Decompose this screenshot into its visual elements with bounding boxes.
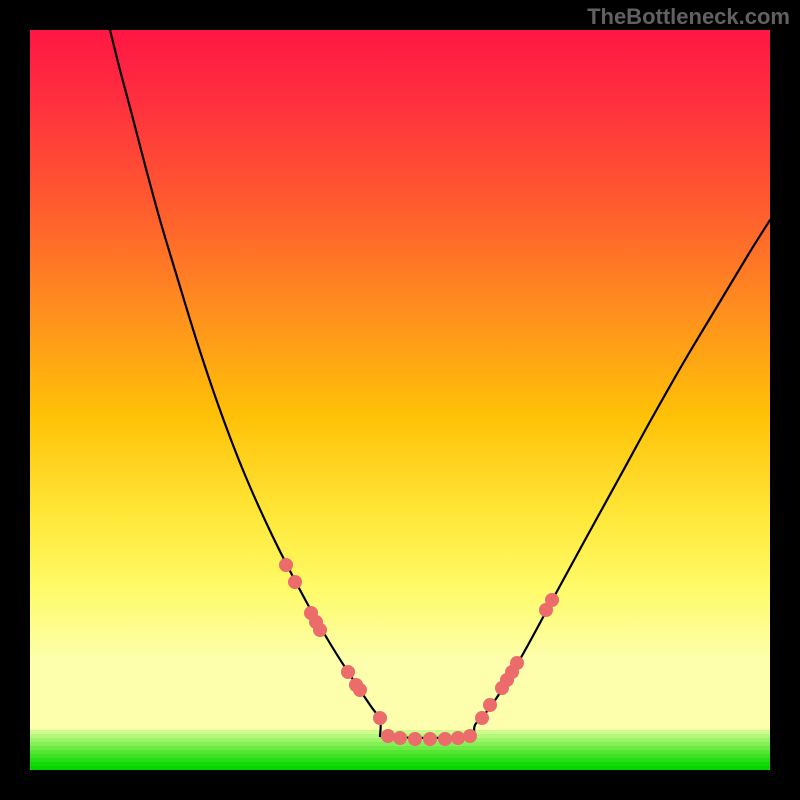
data-marker bbox=[545, 593, 559, 607]
chart-outer: TheBottleneck.com bbox=[0, 0, 800, 800]
data-marker bbox=[438, 732, 452, 746]
plot-area bbox=[30, 30, 770, 770]
green-band bbox=[30, 762, 770, 766]
data-marker bbox=[313, 623, 327, 637]
chart-svg bbox=[30, 30, 770, 770]
watermark-text: TheBottleneck.com bbox=[587, 4, 790, 30]
data-marker bbox=[451, 731, 465, 745]
data-marker bbox=[373, 711, 387, 725]
gradient-bg bbox=[30, 30, 770, 730]
data-marker bbox=[475, 711, 489, 725]
green-band bbox=[30, 754, 770, 758]
data-marker bbox=[510, 656, 524, 670]
data-marker bbox=[288, 575, 302, 589]
data-marker bbox=[353, 683, 367, 697]
data-marker bbox=[463, 729, 477, 743]
green-band bbox=[30, 758, 770, 762]
data-marker bbox=[483, 698, 497, 712]
green-band bbox=[30, 746, 770, 750]
data-marker bbox=[381, 729, 395, 743]
green-band bbox=[30, 766, 770, 770]
data-marker bbox=[393, 731, 407, 745]
data-marker bbox=[341, 665, 355, 679]
green-band bbox=[30, 750, 770, 754]
data-marker bbox=[279, 558, 293, 572]
data-marker bbox=[408, 732, 422, 746]
data-marker bbox=[423, 732, 437, 746]
